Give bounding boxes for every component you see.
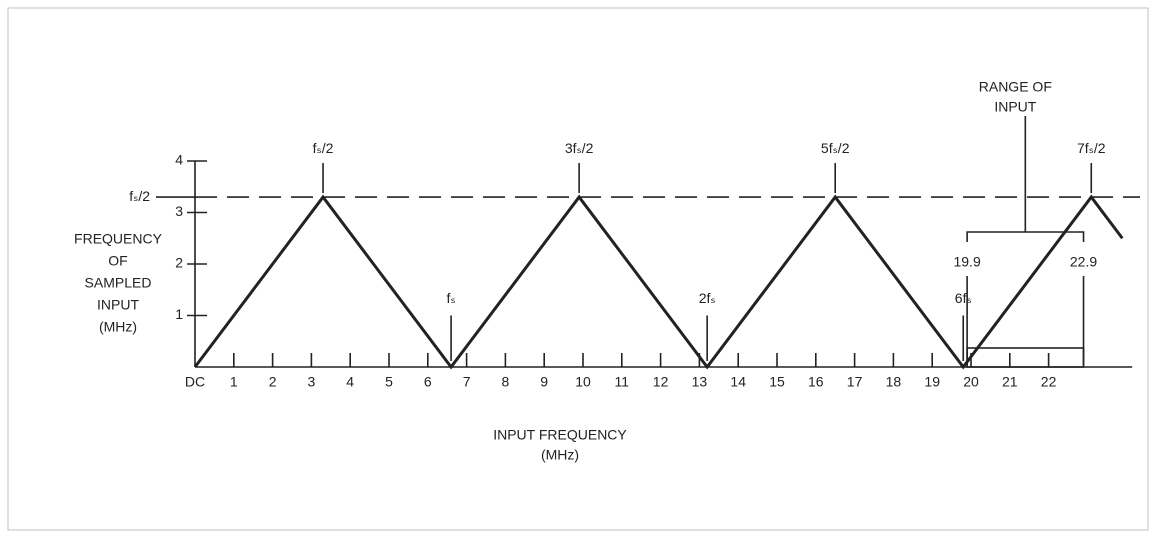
x-tick-label: 9 [540, 374, 548, 390]
x-tick-label: 7 [463, 374, 471, 390]
series-line [193, 194, 1124, 370]
peak-label: fₛ/2 [313, 140, 334, 156]
x-tick-label: 11 [615, 374, 630, 390]
y-axis-label: OF [108, 253, 127, 269]
x-tick-label: 21 [1002, 374, 1018, 390]
peak-label: 3fₛ/2 [565, 140, 594, 156]
y-tick-label: 2 [175, 255, 183, 271]
x-tick-label: 6 [424, 374, 432, 390]
x-tick-label: 14 [730, 374, 746, 390]
x-axis-label: (MHz) [541, 447, 579, 463]
x-tick-label: 4 [346, 374, 354, 390]
x-tick-label: 5 [385, 374, 393, 390]
peak-label: 5fₛ/2 [821, 140, 850, 156]
x-tick-label: 22 [1041, 374, 1057, 390]
x-tick-label: 12 [653, 374, 669, 390]
y-axis-label: SAMPLED [85, 275, 152, 291]
trough-label: fₛ [447, 290, 456, 306]
y-tick-label: 1 [175, 306, 183, 322]
x-tick-label: 20 [963, 374, 979, 390]
y-tick-label: 3 [175, 203, 183, 219]
trough-label: 6fₛ [955, 290, 972, 306]
x-tick-label: 2 [269, 374, 277, 390]
range-label: RANGE OF [979, 79, 1052, 95]
y-axis-label: FREQUENCY [74, 231, 163, 247]
range-band [966, 347, 1085, 368]
range-label: INPUT [994, 99, 1036, 115]
x-tick-label: 3 [308, 374, 316, 390]
x-tick-label: 19 [924, 374, 940, 390]
x-tick-label: 10 [575, 374, 591, 390]
y-tick-label: 4 [175, 152, 183, 168]
x-tick-label: 8 [502, 374, 510, 390]
frame [7, 7, 1149, 531]
range-from-label: 19.9 [953, 254, 980, 270]
x-tick-label: 13 [692, 374, 708, 390]
x-tick-label: 17 [847, 374, 863, 390]
x-tick-label: 1 [230, 374, 238, 390]
y-axis-label: (MHz) [99, 319, 137, 335]
x-tick-label: 15 [769, 374, 785, 390]
trough-label: 2fₛ [699, 290, 716, 306]
range-to-label: 22.9 [1070, 254, 1097, 270]
peak-label: 7fₛ/2 [1077, 140, 1106, 156]
x-tick-label: DC [185, 374, 205, 390]
x-axis-label: INPUT FREQUENCY [493, 427, 627, 443]
reference-label: fₛ/2 [129, 188, 150, 204]
y-axis-label: INPUT [97, 297, 139, 313]
x-tick-label: 18 [886, 374, 902, 390]
x-tick-label: 16 [808, 374, 824, 390]
